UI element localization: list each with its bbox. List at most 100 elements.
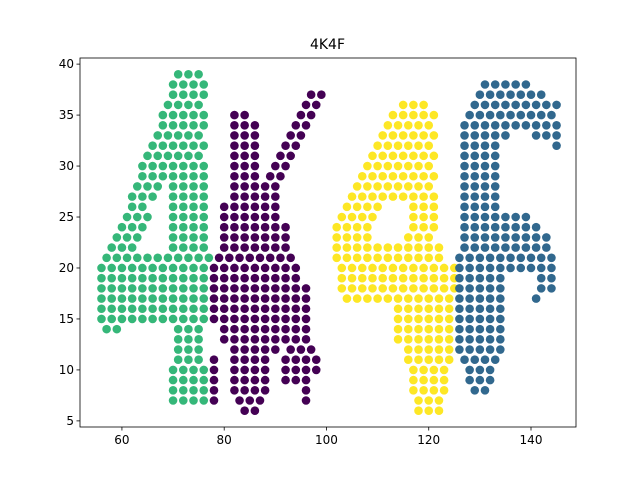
point bbox=[542, 120, 551, 130]
point bbox=[403, 233, 413, 242]
point bbox=[485, 110, 495, 120]
point bbox=[112, 324, 122, 334]
point bbox=[388, 151, 398, 161]
point bbox=[219, 335, 229, 344]
point bbox=[434, 355, 444, 365]
point bbox=[281, 335, 290, 344]
point bbox=[291, 324, 301, 334]
point bbox=[230, 345, 239, 354]
point bbox=[107, 314, 117, 324]
point bbox=[271, 345, 280, 354]
point bbox=[480, 161, 490, 171]
point bbox=[286, 151, 295, 161]
point bbox=[444, 335, 454, 344]
point bbox=[398, 273, 408, 283]
point bbox=[240, 141, 249, 150]
point bbox=[470, 171, 480, 181]
point bbox=[506, 263, 515, 273]
point bbox=[368, 284, 377, 293]
point bbox=[132, 182, 142, 191]
point bbox=[429, 375, 439, 385]
point bbox=[178, 386, 188, 395]
point bbox=[209, 263, 219, 273]
point bbox=[163, 253, 173, 263]
point bbox=[342, 253, 352, 263]
point bbox=[501, 222, 510, 232]
point bbox=[230, 182, 239, 191]
point bbox=[352, 182, 362, 191]
point bbox=[475, 314, 485, 324]
point bbox=[475, 284, 485, 293]
point bbox=[265, 253, 275, 263]
point bbox=[184, 253, 193, 263]
point bbox=[403, 324, 413, 334]
point bbox=[178, 90, 188, 99]
point bbox=[419, 375, 428, 385]
point bbox=[168, 284, 178, 293]
point bbox=[531, 131, 541, 140]
point bbox=[403, 345, 413, 354]
point bbox=[352, 253, 362, 263]
point bbox=[199, 80, 209, 89]
point bbox=[184, 324, 193, 334]
point bbox=[219, 314, 229, 324]
point bbox=[409, 222, 418, 232]
point bbox=[357, 212, 367, 222]
point bbox=[465, 284, 474, 293]
point bbox=[199, 161, 209, 171]
point bbox=[178, 294, 188, 303]
point bbox=[281, 284, 290, 293]
point bbox=[531, 243, 541, 252]
point bbox=[455, 314, 464, 324]
point bbox=[178, 161, 188, 171]
x-tick-label: 100 bbox=[315, 433, 338, 447]
point bbox=[271, 284, 280, 293]
point bbox=[460, 233, 469, 242]
point bbox=[194, 335, 203, 344]
point bbox=[470, 386, 480, 395]
point bbox=[419, 263, 428, 273]
point bbox=[496, 304, 505, 314]
y-tick-label: 5 bbox=[66, 414, 74, 428]
point bbox=[194, 253, 203, 263]
point bbox=[480, 222, 490, 232]
point bbox=[219, 233, 229, 242]
point bbox=[158, 273, 168, 283]
point bbox=[398, 100, 408, 110]
point bbox=[260, 192, 270, 201]
point bbox=[255, 396, 265, 405]
point bbox=[117, 263, 127, 273]
point bbox=[260, 386, 270, 395]
point bbox=[132, 253, 142, 263]
point bbox=[230, 324, 239, 334]
point bbox=[168, 396, 178, 405]
point bbox=[148, 263, 157, 273]
y-tick-label: 15 bbox=[59, 312, 74, 326]
point bbox=[547, 253, 556, 263]
point bbox=[460, 120, 469, 130]
point bbox=[194, 151, 203, 161]
point bbox=[178, 273, 188, 283]
point bbox=[460, 202, 469, 212]
point bbox=[199, 233, 209, 242]
point bbox=[230, 273, 239, 283]
point bbox=[260, 375, 270, 385]
point bbox=[480, 386, 490, 395]
point bbox=[214, 253, 224, 263]
point bbox=[480, 120, 490, 130]
point bbox=[163, 100, 173, 110]
point bbox=[122, 233, 132, 242]
point bbox=[158, 304, 168, 314]
point bbox=[250, 263, 260, 273]
point bbox=[378, 131, 388, 140]
point bbox=[414, 355, 423, 365]
point bbox=[373, 294, 382, 303]
point bbox=[158, 141, 168, 150]
point bbox=[291, 284, 301, 293]
point bbox=[168, 161, 178, 171]
point bbox=[250, 335, 260, 344]
point bbox=[286, 345, 295, 354]
point bbox=[470, 202, 480, 212]
point bbox=[424, 345, 434, 354]
point bbox=[230, 141, 239, 150]
